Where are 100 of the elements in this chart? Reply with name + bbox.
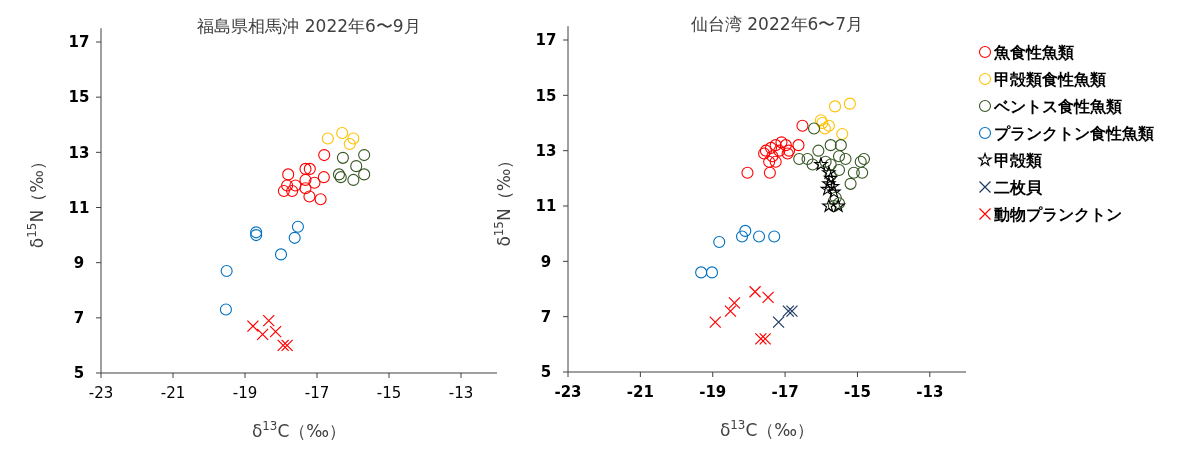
point [779, 139, 792, 152]
point [822, 165, 836, 179]
point [807, 122, 821, 135]
point [775, 136, 788, 149]
x-axis-title: δ$^{13}$C（‰） [719, 418, 815, 440]
point [748, 285, 762, 298]
x-tick-label: -15 [843, 383, 872, 401]
point [825, 179, 840, 193]
x-tick-label: -23 [554, 383, 582, 401]
point [277, 184, 290, 197]
point [262, 314, 275, 327]
point [782, 305, 795, 318]
point [291, 220, 304, 233]
y-tick-label: 17 [535, 31, 557, 50]
x-tick-label: -17 [304, 384, 330, 402]
x-tick-label: -13 [448, 384, 474, 402]
point [832, 150, 846, 163]
point [856, 166, 869, 179]
y-tick-label: 13 [535, 141, 557, 160]
point [256, 328, 269, 341]
legend-label: 魚食性魚類 [993, 42, 1074, 62]
x-tick-label: -23 [88, 384, 114, 402]
point [282, 168, 295, 181]
point [288, 231, 301, 244]
point [317, 171, 330, 184]
point [772, 316, 785, 329]
y-tick-label: 7 [540, 307, 552, 326]
point [314, 193, 327, 206]
point [739, 224, 752, 237]
point [336, 151, 349, 164]
point [806, 158, 819, 171]
point [796, 119, 809, 132]
point [769, 155, 782, 168]
x-tick-label: -21 [160, 384, 186, 402]
point [764, 141, 778, 154]
x-tick-label: -19 [699, 383, 727, 401]
point [844, 177, 857, 190]
point [822, 176, 836, 190]
point [695, 266, 708, 279]
point [303, 190, 316, 203]
point [299, 173, 312, 186]
point [277, 339, 290, 352]
point [828, 100, 842, 113]
point [822, 119, 835, 132]
y-tick-label: 11 [535, 197, 557, 216]
y-tick-label: 7 [73, 309, 85, 328]
y-tick-label: 17 [68, 33, 90, 52]
point [286, 184, 299, 197]
point [763, 166, 776, 179]
point [220, 264, 233, 277]
y-tick-label: 9 [73, 253, 85, 272]
point [724, 305, 737, 318]
legend-label: 二枚貝 [994, 177, 1043, 197]
point [819, 155, 832, 168]
point [812, 144, 825, 157]
point [857, 152, 871, 166]
point [832, 163, 846, 177]
point [336, 126, 349, 140]
y-tick-label: 5 [73, 364, 85, 383]
point [735, 230, 749, 243]
point [347, 173, 360, 186]
legend-label: 動物プランクトン [993, 204, 1122, 224]
x-axis-title: δ$^{13}$C（‰） [251, 419, 347, 441]
point [773, 144, 786, 157]
point [274, 248, 288, 261]
point [793, 152, 806, 166]
point [818, 122, 831, 135]
point [847, 166, 860, 179]
y-tick-label: 9 [540, 252, 552, 271]
point [827, 199, 840, 213]
point [358, 149, 371, 162]
point [219, 303, 232, 316]
legend-label: プランクトン食性魚類 [994, 123, 1154, 143]
point [303, 162, 316, 175]
y-tick-label: 15 [68, 88, 90, 107]
point [741, 166, 754, 179]
chart-title: 福島県相馬沖 2022年6〜9月 [197, 16, 421, 36]
point [827, 185, 841, 198]
point [836, 128, 849, 141]
x-tick-label: -15 [376, 384, 402, 402]
point [801, 152, 814, 166]
point [705, 266, 719, 279]
point [318, 149, 331, 162]
legend-label: ベントス食性魚類 [993, 96, 1122, 116]
y-tick-label: 5 [540, 363, 552, 382]
point [785, 305, 799, 318]
point [824, 139, 837, 152]
legend-label: 甲殻類 [994, 150, 1042, 170]
point [822, 198, 836, 212]
point [246, 320, 260, 333]
point [769, 139, 782, 152]
x-tick-label: -17 [771, 383, 799, 401]
point [752, 230, 766, 243]
point [839, 152, 852, 166]
point [820, 182, 835, 196]
point [299, 182, 312, 195]
point [824, 158, 837, 171]
point [754, 332, 767, 345]
point [308, 176, 321, 189]
point [766, 150, 779, 163]
